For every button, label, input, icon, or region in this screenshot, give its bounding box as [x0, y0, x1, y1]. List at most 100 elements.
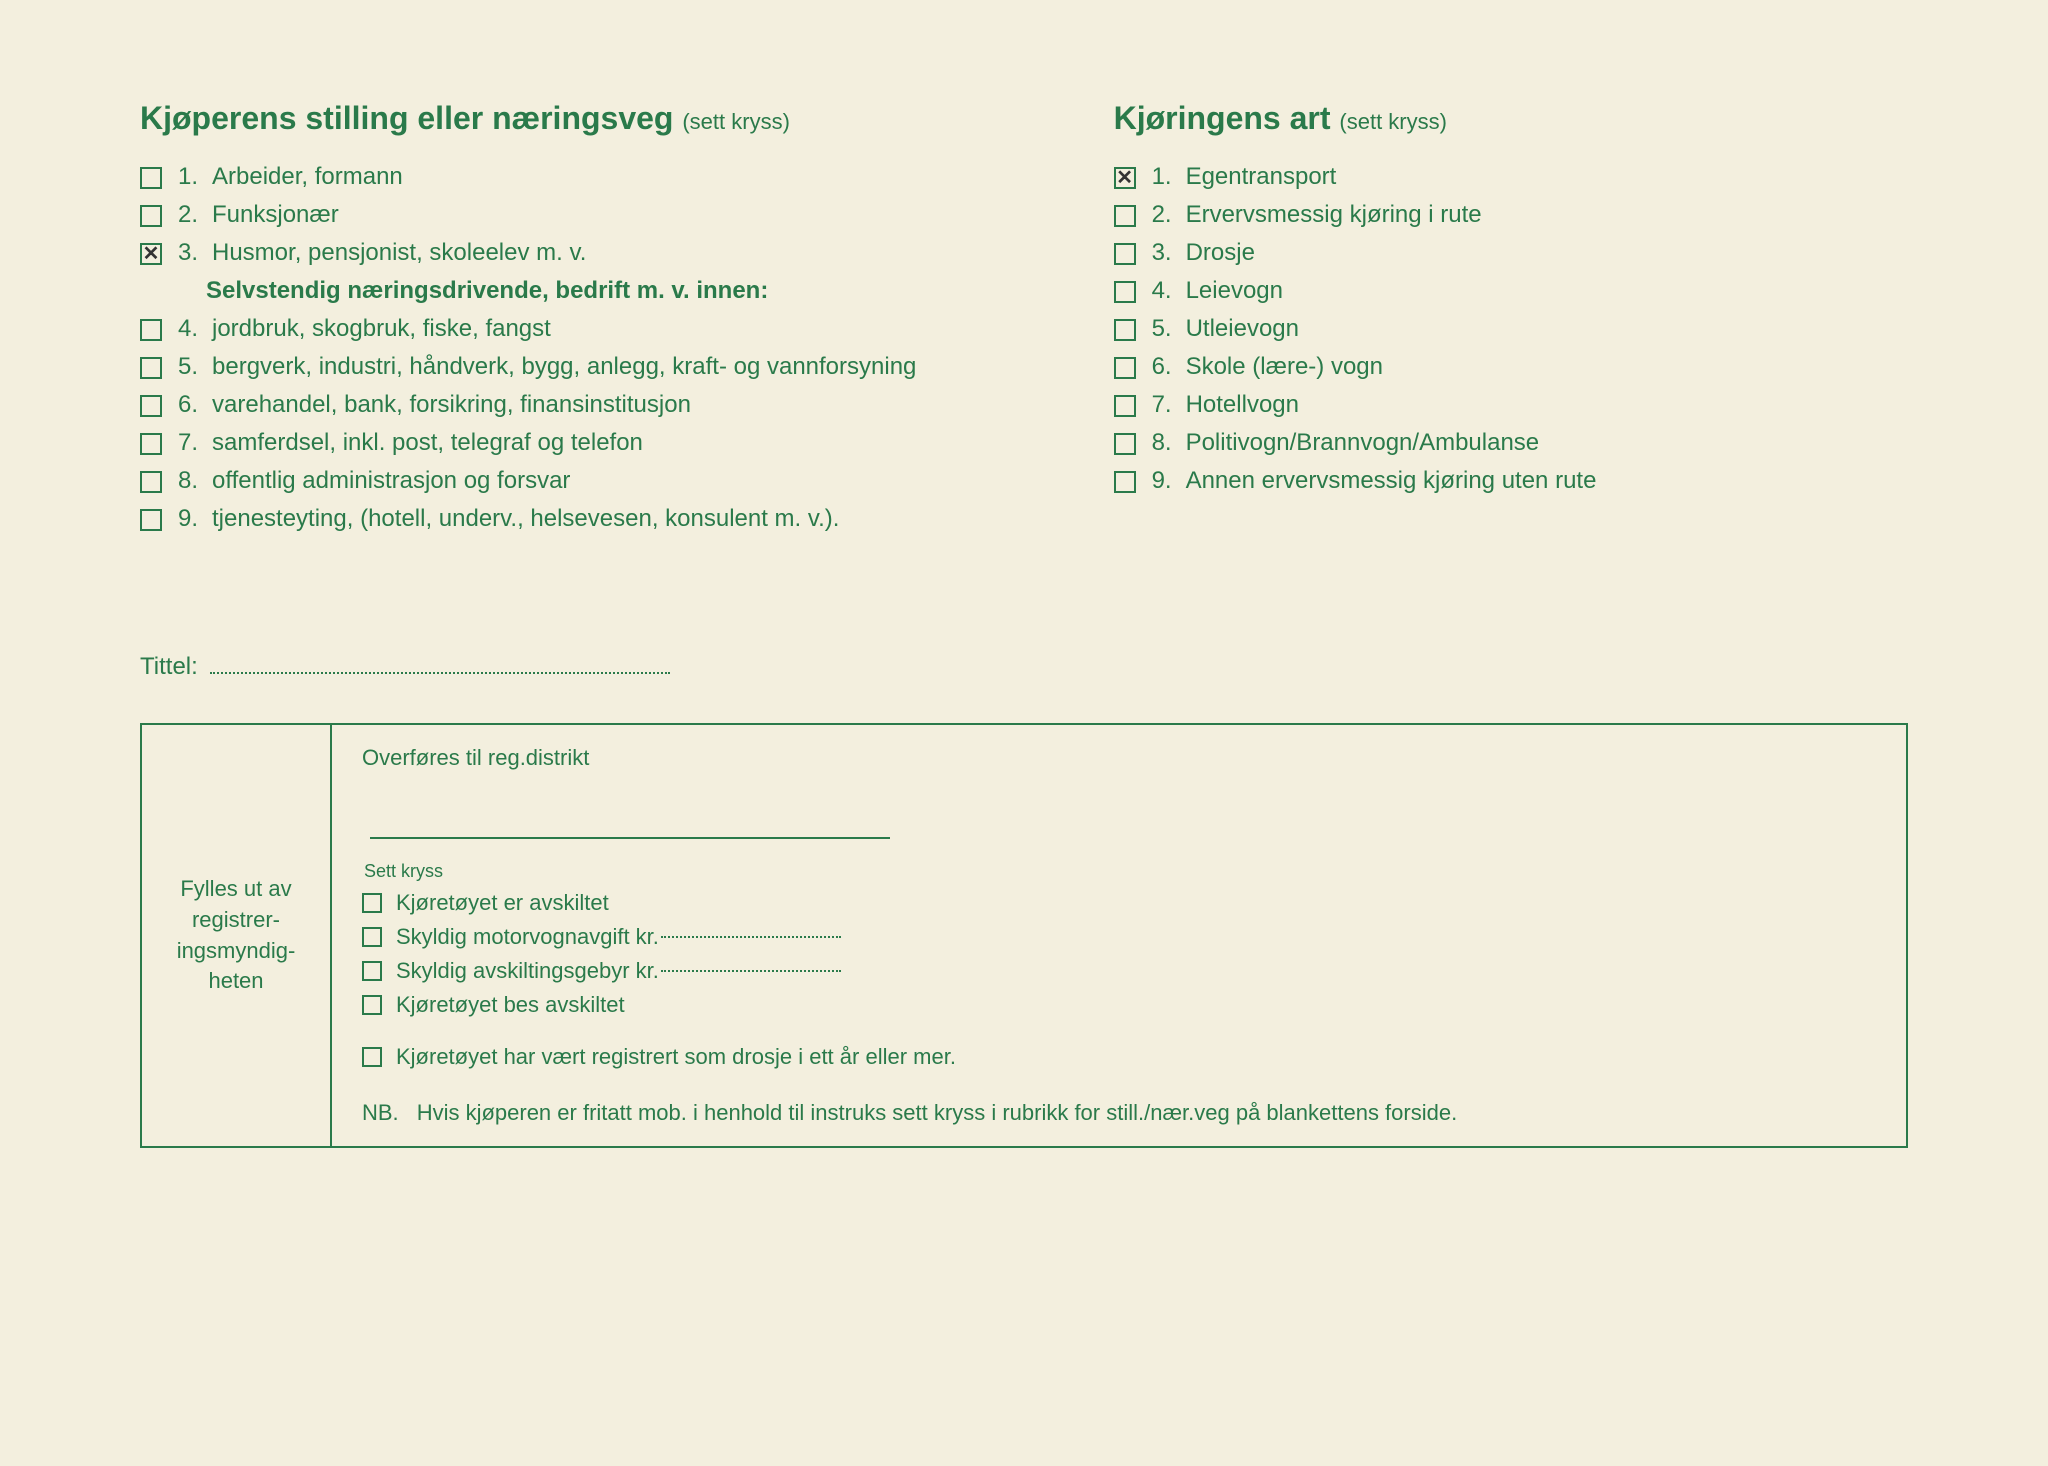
right-heading-text: Kjøringens art [1114, 100, 1331, 136]
item-num: 2. [178, 201, 202, 229]
box-checkbox-2[interactable] [362, 961, 382, 981]
item-label: Leievogn [1186, 277, 1908, 305]
item-row-left-top-1: 2. Funksjonær [140, 201, 1054, 229]
checkbox-left-top-2[interactable]: ✕ [140, 243, 162, 265]
item-row-right-7: 8. Politivogn/Brannvogn/Ambulanse [1114, 429, 1908, 457]
item-label: offentlig administrasjon og forsvar [212, 467, 1054, 495]
item-num: 9. [178, 505, 202, 533]
checkbox-left-top-1[interactable] [140, 205, 162, 227]
box-item-0: Kjøretøyet er avskiltet [362, 890, 1876, 916]
box-item-label: Kjøretøyet bes avskiltet [396, 992, 625, 1018]
box-item-2: Skyldig avskiltingsgebyr kr. [362, 958, 1876, 984]
item-row-right-5: 6. Skole (lære-) vogn [1114, 353, 1908, 381]
box-item-label: Kjøretøyet er avskiltet [396, 890, 609, 916]
item-num: 8. [1152, 429, 1176, 457]
left-heading-text: Kjøperens stilling eller næringsveg [140, 100, 673, 136]
checkbox-left-bottom-0[interactable] [140, 319, 162, 341]
item-num: 6. [1152, 353, 1176, 381]
item-row-left-top-2: ✕ 3. Husmor, pensjonist, skoleelev m. v. [140, 239, 1054, 267]
checkbox-left-bottom-5[interactable] [140, 509, 162, 531]
item-label: Politivogn/Brannvogn/Ambulanse [1186, 429, 1908, 457]
checkbox-right-4[interactable] [1114, 319, 1136, 341]
item-label: samferdsel, inkl. post, telegraf og tele… [212, 429, 1054, 457]
checkbox-right-3[interactable] [1114, 281, 1136, 303]
item-num: 7. [1152, 391, 1176, 419]
item-label: Egentransport [1186, 163, 1908, 191]
item-row-right-0: ✕ 1. Egentransport [1114, 163, 1908, 191]
item-row-right-6: 7. Hotellvogn [1114, 391, 1908, 419]
checkbox-right-6[interactable] [1114, 395, 1136, 417]
kr-dotted-line[interactable] [661, 970, 841, 972]
item-num: 1. [1152, 163, 1176, 191]
checkbox-left-bottom-4[interactable] [140, 471, 162, 493]
tittel-dotted-line[interactable] [210, 672, 670, 674]
item-row-right-8: 9.Annen ervervsmessig kjøring uten rute [1114, 467, 1908, 495]
checkbox-right-2[interactable] [1114, 243, 1136, 265]
box-left-label: Fylles ut av registrer-ingsmyndig-heten [142, 725, 332, 1146]
item-label: Hotellvogn [1186, 391, 1908, 419]
box-item-label: Skyldig motorvognavgift kr. [396, 924, 659, 950]
item-label: tjenesteyting, (hotell, underv., helseve… [212, 505, 1054, 533]
checkbox-left-bottom-1[interactable] [140, 357, 162, 379]
transfer-label: Overføres til reg.distrikt [362, 745, 589, 771]
item-num: 3. [178, 239, 202, 267]
checkbox-left-bottom-2[interactable] [140, 395, 162, 417]
item-label: Skole (lære-) vogn [1186, 353, 1908, 381]
checkbox-right-8[interactable] [1114, 471, 1136, 493]
item-row-right-2: 3. Drosje [1114, 239, 1908, 267]
transfer-row: Overføres til reg.distrikt [362, 745, 1876, 771]
left-heading-suffix: (sett kryss) [682, 109, 790, 134]
box-drosje-label: Kjøretøyet har vært registrert som drosj… [396, 1044, 956, 1070]
item-row-left-bottom-5: 9. tjenesteyting, (hotell, underv., helse… [140, 505, 1054, 533]
item-num: 1. [178, 163, 202, 191]
item-label: Funksjonær [212, 201, 1054, 229]
item-row-left-bottom-1: 5.bergverk, industri, håndverk, bygg, an… [140, 353, 1054, 381]
item-num: 7. [178, 429, 202, 457]
checkbox-left-bottom-3[interactable] [140, 433, 162, 455]
authority-box: Fylles ut av registrer-ingsmyndig-heten … [140, 723, 1908, 1148]
left-items-bottom: 4. jordbruk, skogbruk, fiske, fangst 5.ber… [140, 315, 1054, 533]
nb-row: NB. Hvis kjøperen er fritatt mob. i henh… [362, 1100, 1876, 1126]
kr-dotted-line[interactable] [661, 936, 841, 938]
item-num: 6. [178, 391, 202, 419]
item-label: Drosje [1186, 239, 1908, 267]
item-row-left-bottom-2: 6.varehandel, bank, forsikring, finansin… [140, 391, 1054, 419]
item-num: 4. [178, 315, 202, 343]
tittel-row: Tittel: [140, 653, 1908, 681]
item-num: 4. [1152, 277, 1176, 305]
item-label: Annen ervervsmessig kjøring uten rute [1186, 467, 1908, 495]
item-num: 5. [178, 353, 202, 381]
checkbox-left-top-0[interactable] [140, 167, 162, 189]
item-label: Husmor, pensjonist, skoleelev m. v. [212, 239, 1054, 267]
left-column: Kjøperens stilling eller næringsveg (set… [140, 100, 1054, 543]
right-items: ✕ 1. Egentransport 2. Ervervsmessig kjøring … [1114, 163, 1908, 495]
checkbox-right-5[interactable] [1114, 357, 1136, 379]
item-label: jordbruk, skogbruk, fiske, fangst [212, 315, 1054, 343]
box-checkbox-3[interactable] [362, 995, 382, 1015]
checkbox-drosje[interactable] [362, 1047, 382, 1067]
box-left-text: Fylles ut av registrer-ingsmyndig-heten [160, 874, 312, 997]
left-items-top: 1. Arbeider, formann 2. Funksjonær ✕ 3. Husmor… [140, 163, 1054, 267]
right-heading: Kjøringens art (sett kryss) [1114, 100, 1908, 137]
item-row-left-bottom-3: 7. samferdsel, inkl. post, telegraf og te… [140, 429, 1054, 457]
item-num: 3. [1152, 239, 1176, 267]
checkbox-right-7[interactable] [1114, 433, 1136, 455]
checkbox-right-0[interactable]: ✕ [1114, 167, 1136, 189]
item-num: 8. [178, 467, 202, 495]
item-label: Ervervsmessig kjøring i rute [1186, 201, 1908, 229]
item-label: Utleievogn [1186, 315, 1908, 343]
item-row-left-bottom-0: 4. jordbruk, skogbruk, fiske, fangst [140, 315, 1054, 343]
item-row-right-1: 2. Ervervsmessig kjøring i rute [1114, 201, 1908, 229]
nb-label: NB. [362, 1100, 399, 1126]
form-paper: Kjøperens stilling eller næringsveg (set… [0, 0, 2048, 1466]
item-num: 5. [1152, 315, 1176, 343]
item-label: Arbeider, formann [212, 163, 1054, 191]
box-checkbox-0[interactable] [362, 893, 382, 913]
item-row-left-bottom-4: 8. offentlig administrasjon og forsvar [140, 467, 1054, 495]
item-num: 2. [1152, 201, 1176, 229]
transfer-underline[interactable] [370, 779, 890, 839]
box-item-1: Skyldig motorvognavgift kr. [362, 924, 1876, 950]
box-checkbox-1[interactable] [362, 927, 382, 947]
box-item-label: Skyldig avskiltingsgebyr kr. [396, 958, 659, 984]
checkbox-right-1[interactable] [1114, 205, 1136, 227]
